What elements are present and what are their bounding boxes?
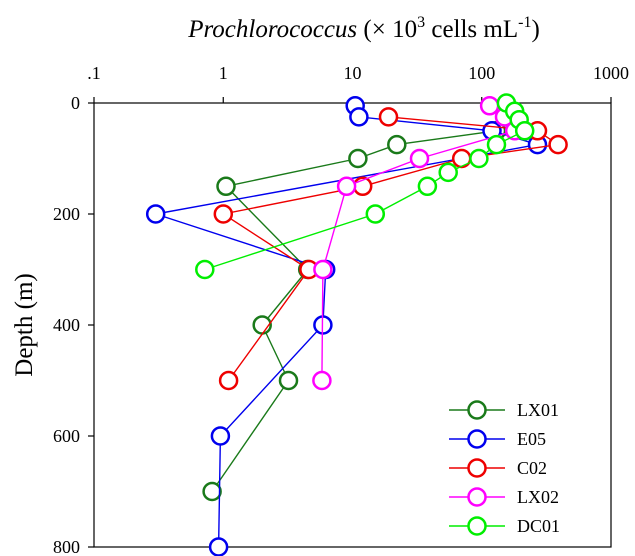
legend-marker-lx02	[467, 487, 487, 507]
chart-title: Prochlorococcus (× 103 cells mL-1)	[187, 14, 540, 43]
data-point-dc01	[469, 148, 489, 169]
series-line-c02	[221, 116, 561, 381]
data-point-lx02	[479, 96, 500, 116]
x-axis-ticks: .1 1 10 100 1000	[87, 63, 629, 103]
data-point-dc01	[417, 176, 438, 197]
data-point-lx01	[278, 370, 299, 391]
data-point-c02	[213, 204, 234, 224]
series-line-lx02	[321, 105, 516, 381]
legend-label-lx02: LX02	[517, 487, 559, 507]
x-tick-label: 1	[219, 63, 228, 83]
legend-label-dc01: DC01	[517, 516, 560, 536]
data-point-c02	[548, 134, 568, 155]
title-main: (× 10	[357, 16, 417, 43]
data-point-dc01	[195, 259, 215, 280]
data-point-lx01	[202, 481, 222, 502]
data-point-lx02	[313, 259, 333, 280]
title-end: )	[531, 16, 539, 43]
title-sup-2: -1	[518, 14, 531, 31]
x-tick-label: 10	[344, 63, 362, 83]
series-line-e05	[155, 105, 538, 548]
data-point-dc01	[514, 121, 535, 141]
legend-item-dc01: DC01	[449, 516, 560, 536]
data-point-c02	[451, 148, 472, 169]
data-point-dc01	[365, 204, 386, 224]
data-point-e05	[145, 204, 166, 224]
data-point-e05	[210, 426, 231, 446]
legend: LX01 E05 C02 LX02 DC01	[449, 400, 560, 536]
data-point-c02	[218, 370, 239, 391]
x-tick-label: .1	[87, 63, 101, 83]
legend-item-e05: E05	[449, 429, 546, 449]
data-point-lx01	[216, 176, 236, 197]
data-point-dc01	[486, 134, 507, 155]
data-point-lx01	[348, 148, 368, 169]
y-tick-label: 200	[53, 204, 80, 224]
y-tick-label: 400	[53, 315, 80, 335]
title-mid: cells mL	[425, 16, 518, 43]
x-tick-label: 1000	[593, 63, 629, 83]
data-point-lx01	[387, 134, 407, 155]
data-point-lx02	[336, 176, 357, 197]
y-tick-label: 800	[53, 537, 80, 556]
title-sup-1: 3	[417, 14, 425, 31]
y-axis-title: Depth (m)	[11, 273, 38, 376]
data-point-e05	[208, 537, 229, 556]
legend-marker-dc01	[467, 516, 487, 536]
legend-marker-c02	[467, 458, 487, 478]
legend-marker-e05	[467, 429, 487, 449]
series-lx01	[202, 121, 507, 502]
series-layer	[145, 93, 568, 556]
series-dc01	[195, 93, 535, 280]
y-axis-ticks: 0 200 400 600 800	[53, 93, 94, 556]
data-point-c02	[378, 107, 399, 127]
legend-marker-lx01	[467, 400, 487, 420]
data-point-dc01	[438, 162, 458, 183]
legend-item-lx01: LX01	[449, 400, 559, 420]
legend-label-c02: C02	[517, 458, 547, 478]
legend-label-lx01: LX01	[517, 400, 559, 420]
data-point-lx02	[312, 370, 332, 391]
y-tick-label: 600	[53, 426, 80, 446]
data-point-e05	[349, 107, 369, 127]
y-tick-label: 0	[71, 93, 80, 113]
series-lx02	[312, 96, 525, 391]
data-point-lx02	[409, 148, 430, 169]
x-tick-label: 100	[468, 63, 495, 83]
legend-label-e05: E05	[517, 429, 546, 449]
title-italic: Prochlorococcus	[187, 16, 357, 43]
svg-text:Prochlorococcus (× 103 cells m: Prochlorococcus (× 103 cells mL-1)	[187, 14, 540, 43]
legend-item-lx02: LX02	[449, 487, 559, 507]
plot-frame	[93, 102, 612, 548]
legend-item-c02: C02	[449, 458, 547, 478]
